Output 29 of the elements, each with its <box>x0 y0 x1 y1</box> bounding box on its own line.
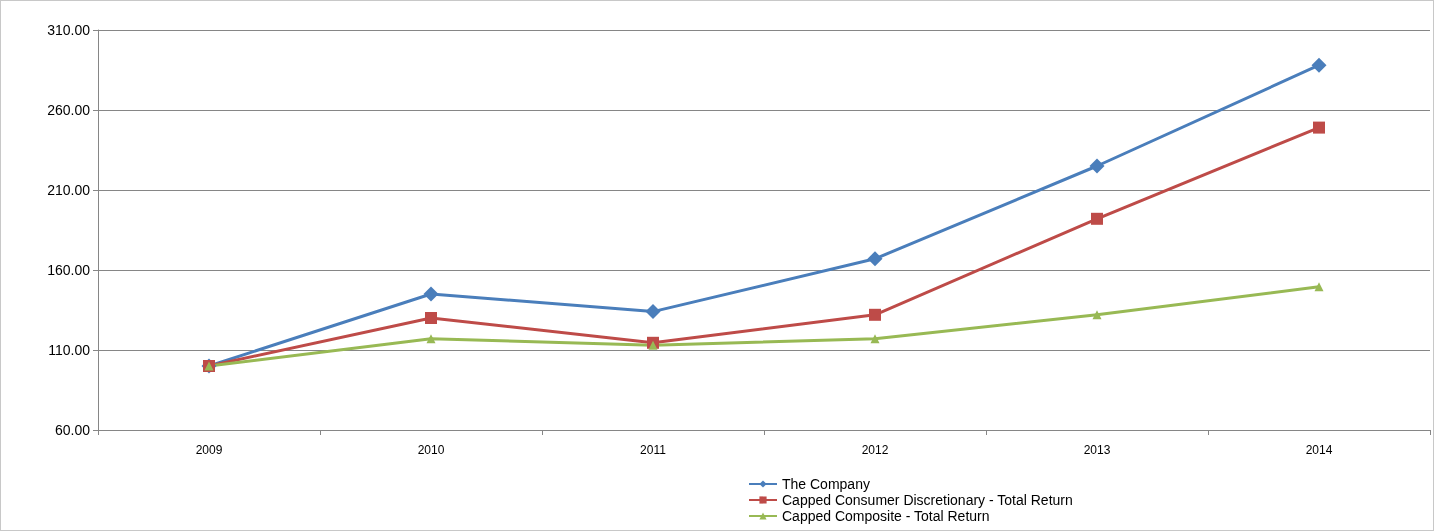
point <box>1092 310 1102 320</box>
point <box>869 308 881 321</box>
point <box>648 340 658 350</box>
point <box>645 304 661 320</box>
y-tick-label: 210.00 <box>47 182 91 198</box>
legend-label: Capped Consumer Discretionary - Total Return <box>782 492 1073 508</box>
legend-label: The Company <box>782 476 870 492</box>
x-tick-label: 2013 <box>1083 443 1111 457</box>
point <box>426 334 436 344</box>
point <box>1089 158 1105 174</box>
x-tick-label: 2014 <box>1305 443 1333 457</box>
point <box>425 312 437 324</box>
point <box>1091 212 1103 225</box>
point <box>423 286 439 302</box>
y-tick-label: 60.00 <box>54 422 91 438</box>
legend-label: Capped Composite - Total Return <box>782 508 990 524</box>
point <box>867 251 883 267</box>
point <box>870 334 880 344</box>
y-tick-label: 160.00 <box>47 262 91 278</box>
x-tick-label: 2009 <box>195 443 223 457</box>
y-tick-label: 110.00 <box>48 342 91 358</box>
point <box>1314 282 1324 292</box>
y-tick-label: 260.00 <box>47 102 91 118</box>
point <box>1311 57 1327 73</box>
point <box>1313 121 1325 134</box>
x-tick-label: 2010 <box>417 443 445 457</box>
x-tick-label: 2011 <box>640 443 667 457</box>
y-tick-label: 310.00 <box>47 22 91 38</box>
x-tick-label: 2012 <box>861 443 889 457</box>
